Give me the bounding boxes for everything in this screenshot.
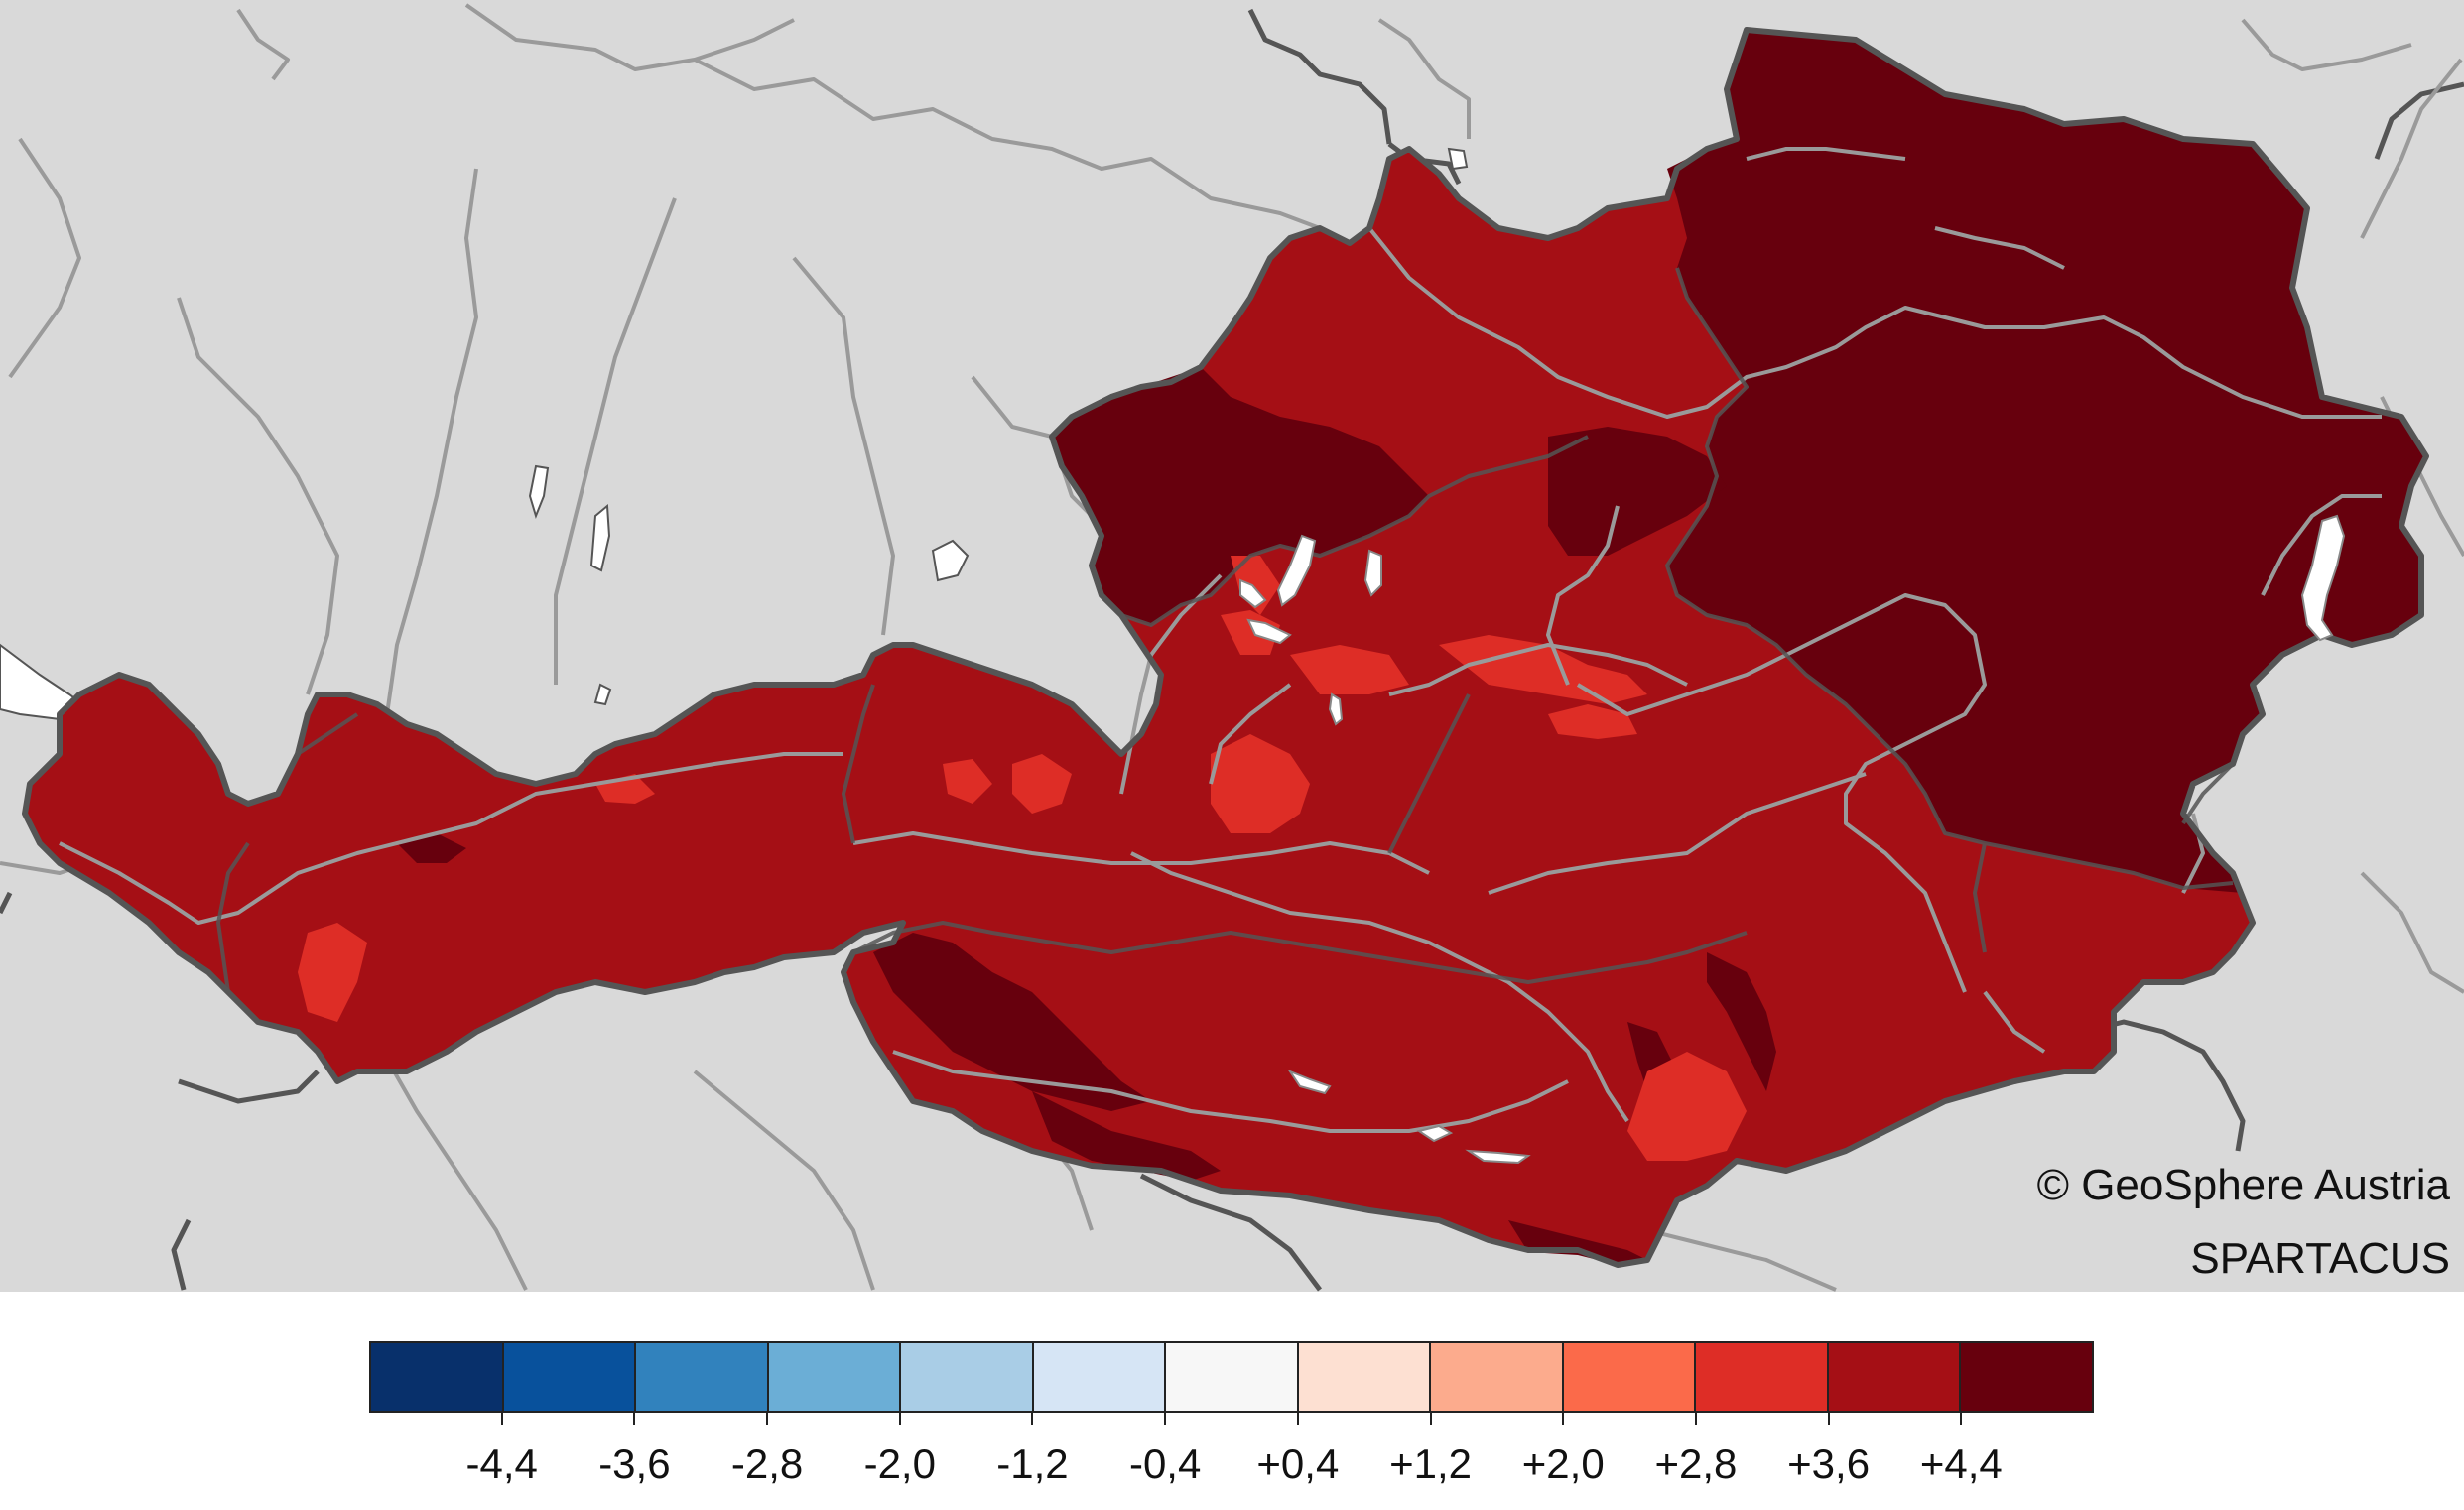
- austria-border: [22, 27, 2429, 1268]
- legend-tick: [500, 1413, 503, 1425]
- legend-swatch: [371, 1343, 504, 1411]
- color-legend: [369, 1341, 2094, 1413]
- legend-tick-label: -4,4: [465, 1441, 538, 1487]
- legend-swatch: [901, 1343, 1034, 1411]
- copyright-credit: © GeoSphere Austria: [2036, 1161, 2450, 1209]
- legend-swatch: [1166, 1343, 1299, 1411]
- legend-tick: [766, 1413, 769, 1425]
- legend-tick-label: -3,6: [598, 1441, 671, 1487]
- legend-tick-label: -1,2: [996, 1441, 1069, 1487]
- legend-swatch: [636, 1343, 769, 1411]
- legend-swatch: [1828, 1343, 1962, 1411]
- legend-tick: [1429, 1413, 1432, 1425]
- legend-tick-marks: [0, 1413, 2464, 1433]
- austria-map: [0, 3, 2464, 1292]
- legend-tick: [1164, 1413, 1167, 1425]
- zone-above-4-4: [397, 30, 2426, 1265]
- legend-swatch: [503, 1343, 637, 1411]
- zone-2-8-to-3-6: [298, 556, 1747, 1161]
- legend-swatch: [1298, 1343, 1432, 1411]
- legend-tick-labels: -4,4 -3,6 -2,8 -2,0 -1,2 -0,4 +0,4 +1,2 +2,0 +2,8…: [0, 1441, 2464, 1500]
- legend-tick-label: +3,6: [1787, 1441, 1871, 1487]
- legend-tick: [1960, 1413, 1963, 1425]
- legend-tick-label: -0,4: [1128, 1441, 1202, 1487]
- neighbour-borders: [0, 8, 2464, 1292]
- legend-swatch: [1696, 1343, 1829, 1411]
- map-panel: © GeoSphere Austria SPARTACUS: [0, 0, 2464, 1292]
- state-borders: [216, 267, 2235, 993]
- legend-tick: [1562, 1413, 1565, 1425]
- legend-tick: [898, 1413, 901, 1425]
- legend-swatch: [1431, 1343, 1564, 1411]
- legend-tick-label: +2,0: [1521, 1441, 1605, 1487]
- legend-tick: [633, 1413, 636, 1425]
- legend-tick-label: +1,2: [1389, 1441, 1472, 1487]
- legend-tick: [1296, 1413, 1299, 1425]
- legend-swatch: [1961, 1343, 2092, 1411]
- legend-tick-label: +0,4: [1256, 1441, 1340, 1487]
- dataset-credit: SPARTACUS: [2190, 1234, 2450, 1283]
- rivers-outside: [0, 3, 2464, 1292]
- lakes-inside: [1239, 514, 2346, 1165]
- legend-swatch: [768, 1343, 902, 1411]
- legend-tick: [1694, 1413, 1697, 1425]
- legend-tick: [1827, 1413, 1830, 1425]
- legend-tick-label: -2,0: [863, 1441, 936, 1487]
- lakes-outside: [0, 147, 1469, 721]
- austria-territory: [25, 30, 2426, 1265]
- legend-swatch: [1563, 1343, 1697, 1411]
- legend-swatch: [1033, 1343, 1167, 1411]
- legend-tick: [1031, 1413, 1034, 1425]
- legend-tick-label: -2,8: [730, 1441, 804, 1487]
- legend-tick-label: +4,4: [1919, 1441, 2003, 1487]
- legend-tick-label: +2,8: [1654, 1441, 1738, 1487]
